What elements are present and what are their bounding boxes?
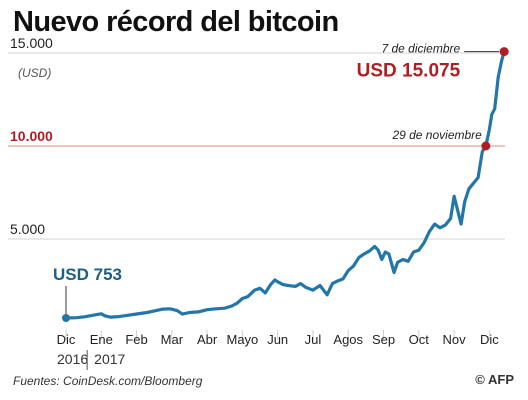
x-tick-label: Feb — [125, 332, 147, 347]
x-tick-label: Mayo — [227, 332, 259, 347]
y-axis-unit-label: (USD) — [18, 66, 51, 80]
y-tick-label: 15.000 — [10, 35, 53, 51]
x-tick-label: Sep — [372, 332, 395, 347]
nov29-point-marker — [481, 141, 491, 151]
year-label-2017: 2017 — [94, 351, 125, 367]
x-tick-label: Dic — [480, 332, 499, 347]
nov29-date-label: 29 de noviembre — [391, 128, 482, 142]
x-tick-label: Mar — [161, 332, 184, 347]
x-tick-label: Dic — [57, 332, 76, 347]
y-tick-labels: 15.000 10.000 5.000 — [10, 35, 53, 237]
agency-credit: © AFP — [475, 372, 514, 387]
x-tick-label: Jun — [267, 332, 288, 347]
x-tick-label: Jul — [305, 332, 322, 347]
y-tick-label: 5.000 — [10, 221, 45, 237]
x-tick-label: Abr — [197, 332, 218, 347]
dec7-date-label: 7 de diciembre — [381, 42, 460, 56]
x-tick-labels: Dic Ene Feb Mar Abr Mayo Jun Jul Agos Sep Oct Nov Di… — [57, 332, 500, 347]
x-gridlines — [65, 330, 490, 340]
start-price-label: USD 753 — [53, 265, 122, 284]
x-tick-label: Ene — [90, 332, 113, 347]
year-label-2016: 2016 — [57, 351, 88, 367]
x-tick-label: Nov — [443, 332, 467, 347]
source-note: Fuentes: CoinDesk.com/Bloomberg — [13, 374, 203, 388]
dec7-point-marker — [499, 47, 509, 57]
page-title: Nuevo récord del bitcoin — [13, 6, 339, 38]
y-tick-label: 10.000 — [10, 128, 53, 144]
record-price-label: USD 15.075 — [357, 61, 461, 82]
x-tick-label: Oct — [409, 332, 430, 347]
y-gridlines — [8, 52, 505, 240]
x-tick-label: Agos — [333, 332, 363, 347]
price-line — [64, 50, 506, 320]
start-point-marker — [62, 313, 70, 322]
